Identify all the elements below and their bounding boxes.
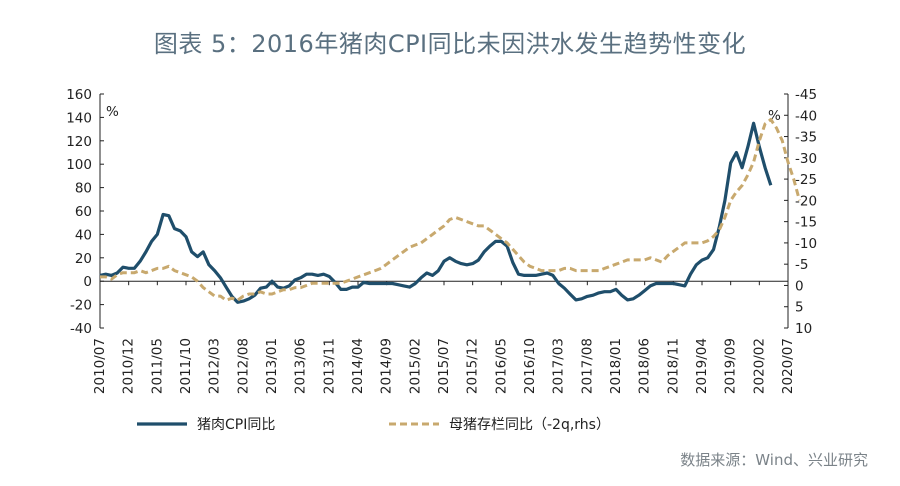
right-tick-label: 5: [795, 300, 804, 316]
x-tick-label: 2018/11: [665, 338, 681, 394]
x-tick-label: 2019/09: [723, 338, 739, 394]
source-note: 数据来源：Wind、兴业研究: [680, 451, 868, 469]
left-tick-label: 20: [75, 251, 92, 267]
x-tick-label: 2013/01: [264, 338, 280, 394]
series-line-sow-inventory: [100, 118, 801, 302]
x-tick-label: 2015/02: [407, 338, 423, 394]
right-tick-label: -45: [795, 87, 817, 103]
left-tick-label: 80: [75, 181, 92, 197]
x-tick-label: 2016/10: [522, 338, 538, 394]
right-tick-label: -5: [795, 257, 808, 273]
right-tick-label: -15: [795, 215, 817, 231]
x-tick-label: 2020/02: [751, 338, 767, 394]
right-tick-label: -10: [795, 236, 817, 252]
left-tick-label: 140: [66, 110, 92, 126]
left-tick-label: -40: [70, 321, 92, 337]
left-tick-label: 120: [66, 134, 92, 150]
chart-title: 图表 5：2016年猪肉CPI同比未因洪水发生趋势性变化: [153, 30, 747, 58]
left-tick-label: 100: [66, 157, 92, 173]
x-tick-label: 2020/07: [780, 338, 796, 394]
x-tick-label: 2014/09: [379, 338, 395, 394]
left-tick-label: -20: [70, 298, 92, 314]
x-tick-label: 2015/12: [465, 338, 481, 394]
x-tick-label: 2011/05: [149, 338, 165, 394]
x-tick-label: 2010/12: [121, 338, 137, 394]
right-tick-label: -30: [795, 151, 817, 167]
left-tick-label: 0: [83, 274, 92, 290]
x-tick-label: 2011/10: [178, 338, 194, 394]
x-tick-label: 2017/03: [551, 338, 567, 394]
right-tick-label: -20: [795, 193, 817, 209]
x-tick-label: 2014/04: [350, 338, 366, 394]
x-tick-label: 2018/06: [637, 338, 653, 394]
x-tick-label: 2019/04: [694, 338, 710, 394]
series-line-pork-cpi: [99, 121, 773, 304]
left-tick-label: 40: [75, 227, 92, 243]
right-tick-label: -25: [795, 172, 817, 188]
x-tick-label: 2013/11: [321, 338, 337, 394]
x-tick-label: 2013/06: [293, 338, 309, 394]
right-tick-label: -40: [795, 108, 817, 124]
x-tick-label: 2012/08: [235, 338, 251, 394]
x-tick-label: 2017/08: [579, 338, 595, 394]
right-tick-label: 10: [795, 321, 812, 337]
x-tick-label: 2018/01: [608, 338, 624, 394]
x-tick-label: 2012/03: [207, 338, 223, 394]
x-tick-label: 2015/07: [436, 338, 452, 394]
right-tick-label: -35: [795, 130, 817, 146]
legend-label-pork-cpi: 猪肉CPI同比: [197, 417, 275, 433]
left-tick-label: 160: [66, 87, 92, 103]
x-tick-label: 2016/05: [493, 338, 509, 394]
x-tick-label: 2010/07: [92, 338, 108, 394]
right-tick-label: 0: [795, 278, 804, 294]
left-unit-label: %: [106, 104, 119, 120]
left-tick-label: 60: [75, 204, 92, 220]
legend-label-sow-inventory: 母猪存栏同比（-2q,rhs）: [449, 417, 610, 433]
